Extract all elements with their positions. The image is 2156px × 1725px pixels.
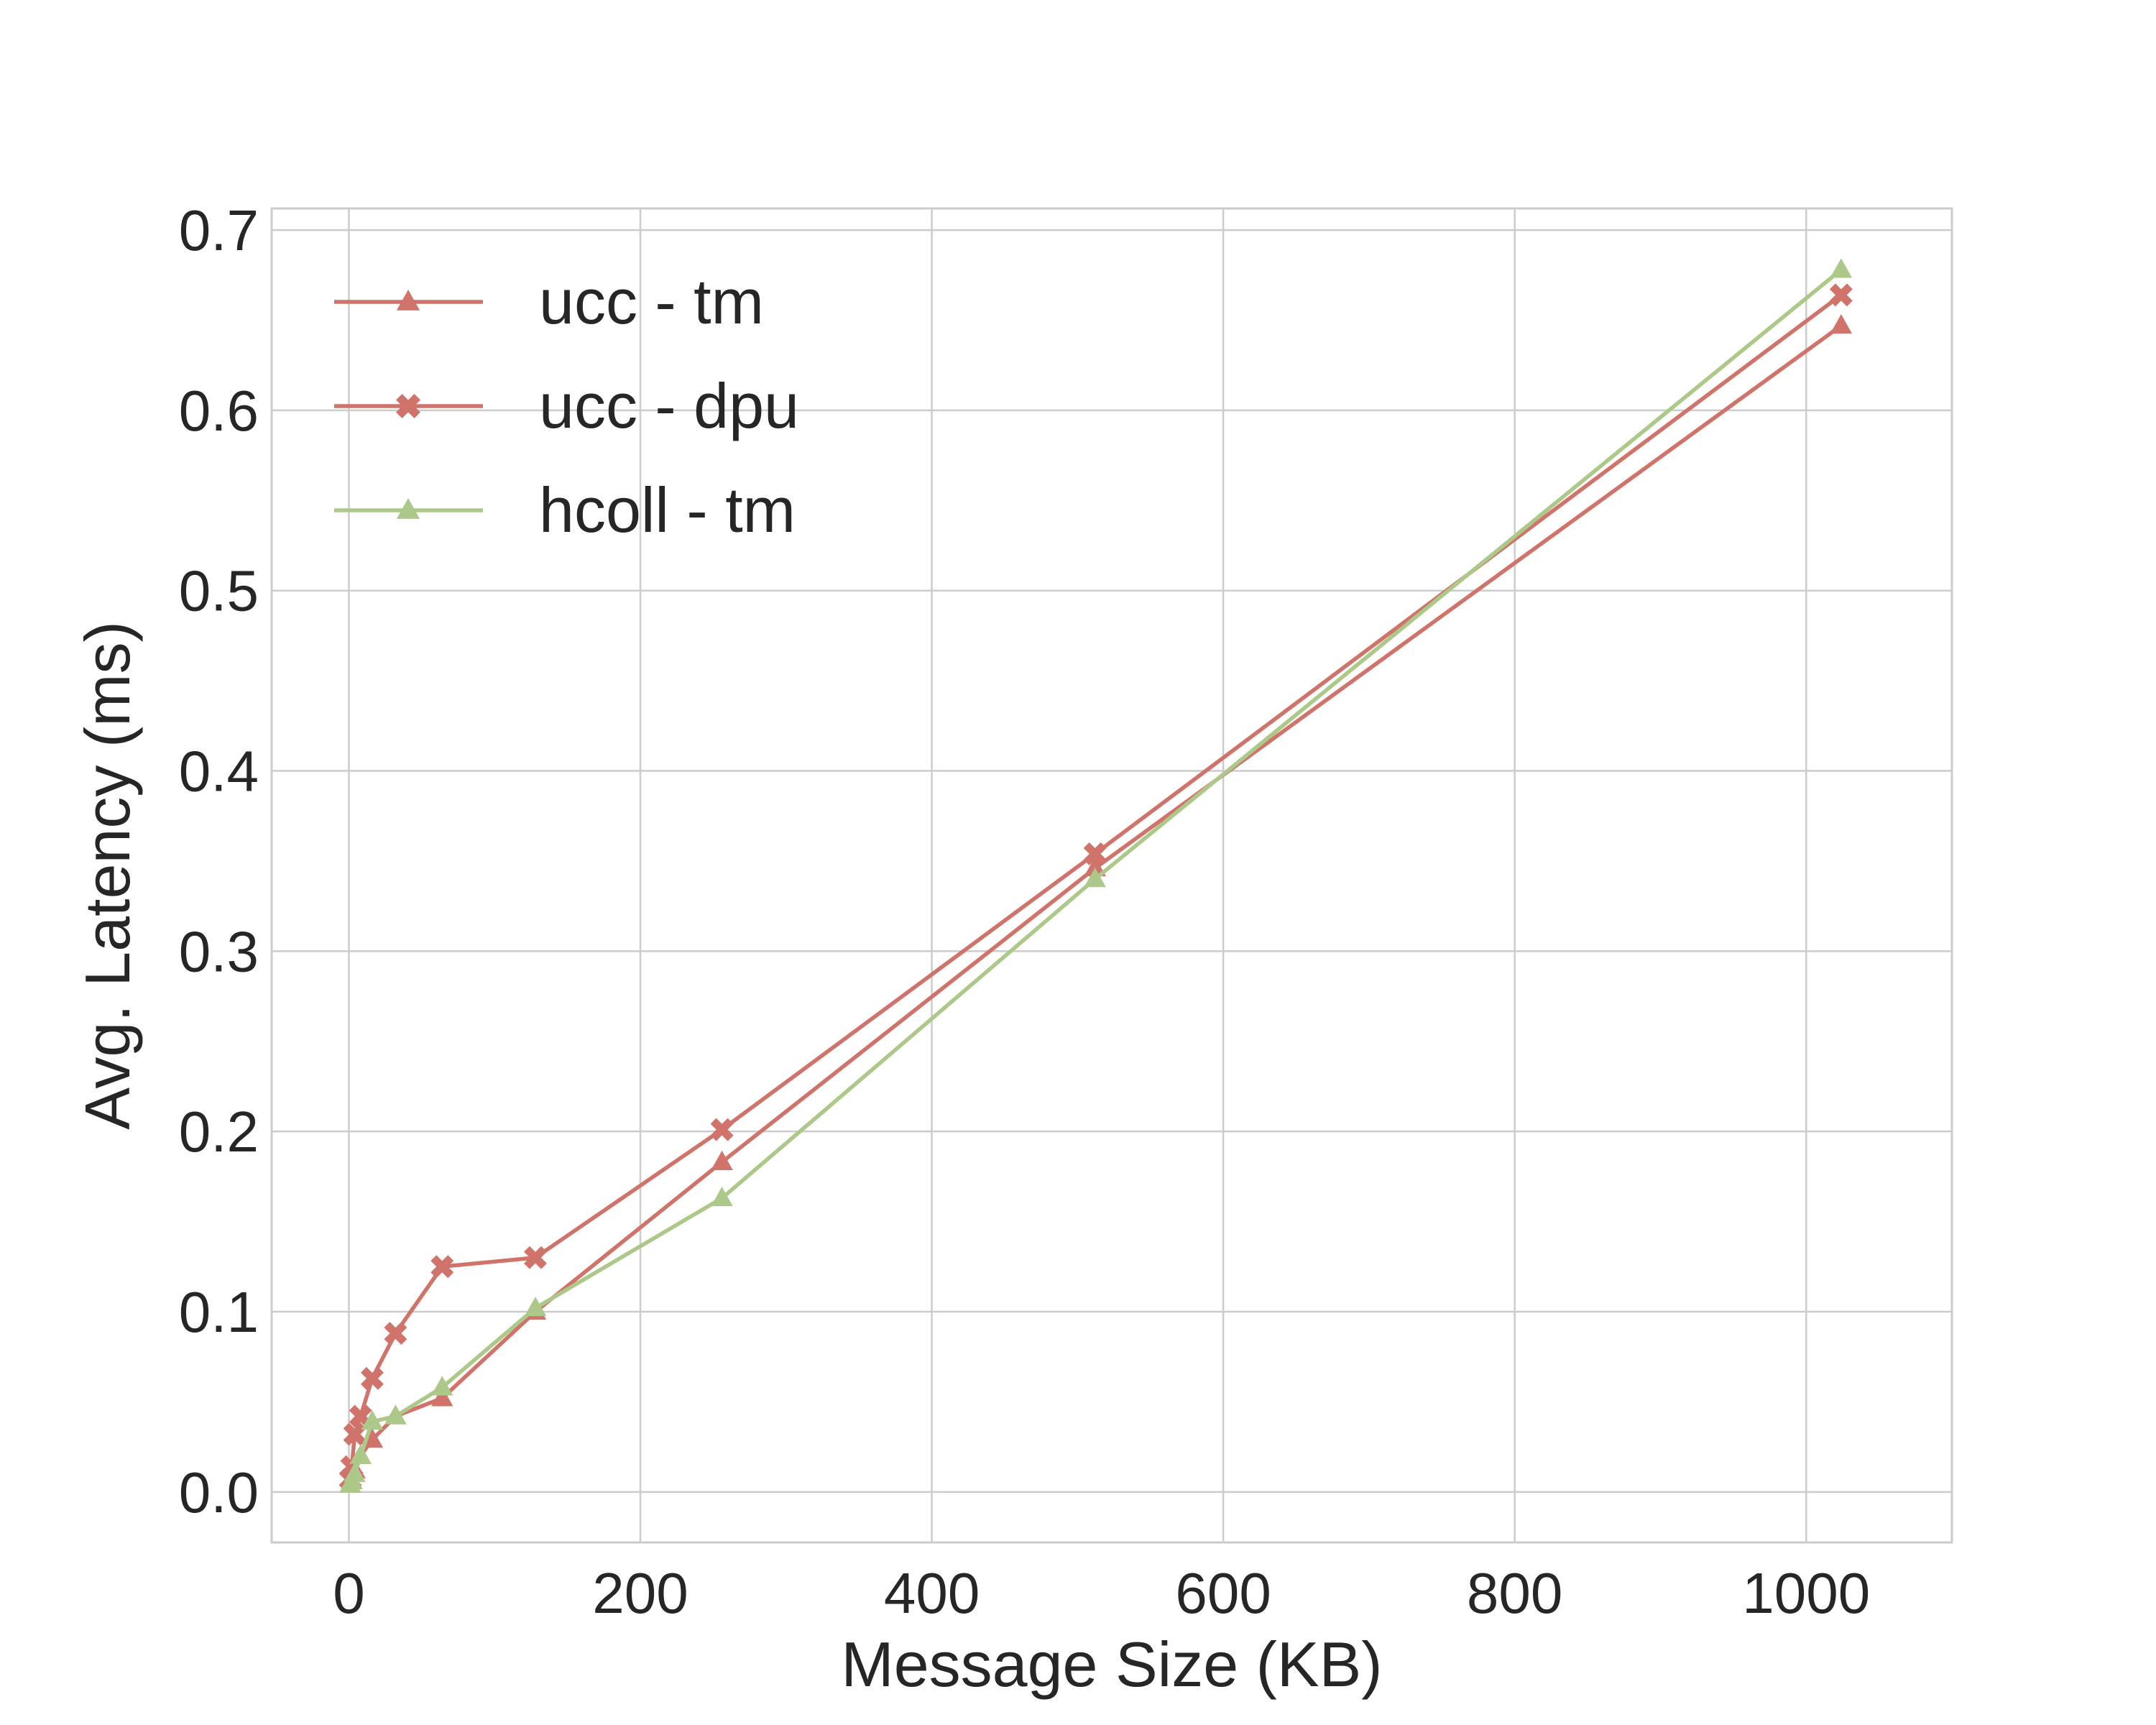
y-tick-labels: 0.0 0.1 0.2 0.3 0.4 0.5 0.6 0.7 xyxy=(179,198,259,1524)
x-marker-stroke xyxy=(349,1404,372,1428)
legend-item: ucc - tm xyxy=(334,266,764,337)
triangle-marker xyxy=(1084,868,1106,888)
x-marker-stroke xyxy=(343,1422,367,1446)
series-hcoll-tm xyxy=(339,258,1853,1493)
y-tick-label: 0.5 xyxy=(179,559,259,623)
x-marker xyxy=(524,1246,547,1269)
triangle-marker xyxy=(1084,856,1106,877)
triangle-marker xyxy=(361,1409,384,1430)
x-tick-label: 0 xyxy=(333,1561,365,1625)
legend: ucc - tm ucc - dpu hcoll - tm xyxy=(334,266,799,546)
x-tick-label: 1000 xyxy=(1742,1561,1870,1625)
x-marker xyxy=(360,1366,384,1390)
x-marker-stroke xyxy=(1083,842,1107,865)
x-tick-label: 400 xyxy=(884,1561,980,1625)
x-marker xyxy=(430,1255,454,1279)
legend-label: hcoll - tm xyxy=(539,474,796,546)
triangle-marker xyxy=(1830,314,1853,334)
triangle-marker xyxy=(1830,258,1853,278)
y-tick-label: 0.1 xyxy=(179,1280,259,1344)
triangle-marker xyxy=(431,1386,453,1407)
triangle-marker xyxy=(396,290,420,310)
series-line xyxy=(348,293,1843,1480)
triangle-marker xyxy=(396,498,420,519)
triangle-marker xyxy=(711,1186,733,1207)
grid-layer xyxy=(272,208,1952,1542)
legend-label: ucc - dpu xyxy=(539,370,799,441)
x-marker-stroke xyxy=(710,1118,734,1141)
plot-frame xyxy=(270,207,1953,1544)
x-marker-stroke xyxy=(360,1366,384,1390)
y-tick-label: 0.0 xyxy=(179,1460,259,1524)
triangle-marker xyxy=(349,1444,372,1464)
x-marker-stroke xyxy=(384,1322,407,1346)
x-tick-label: 200 xyxy=(592,1561,688,1625)
x-marker-stroke xyxy=(396,394,420,418)
x-marker xyxy=(396,394,420,418)
y-tick-label: 0.3 xyxy=(179,919,259,983)
x-marker xyxy=(384,1322,407,1346)
x-marker xyxy=(1083,842,1107,865)
y-tick-label: 0.4 xyxy=(179,740,259,804)
series-layer xyxy=(338,258,1853,1493)
x-tick-label: 800 xyxy=(1467,1561,1562,1625)
legend-label: ucc - tm xyxy=(539,266,764,337)
series-ucc-dpu xyxy=(338,283,1853,1491)
triangle-marker xyxy=(384,1404,407,1425)
x-marker xyxy=(343,1422,367,1446)
legend-item: hcoll - tm xyxy=(334,474,796,546)
x-axis-label: Message Size (KB) xyxy=(841,1629,1382,1700)
triangle-marker xyxy=(431,1376,453,1396)
x-tick-label: 600 xyxy=(1175,1561,1271,1625)
triangle-marker xyxy=(344,1462,366,1482)
legend-item: ucc - dpu xyxy=(334,370,799,441)
x-marker-stroke xyxy=(524,1246,547,1269)
y-axis-label: Avg. Latency (ms) xyxy=(72,621,143,1130)
y-tick-label: 0.6 xyxy=(179,379,259,443)
triangle-marker xyxy=(711,1150,733,1170)
y-tick-label: 0.2 xyxy=(179,1100,259,1164)
x-marker xyxy=(1829,283,1853,307)
triangle-marker xyxy=(524,1296,547,1317)
x-marker xyxy=(710,1118,734,1141)
x-marker-stroke xyxy=(1829,283,1853,307)
y-tick-label: 0.7 xyxy=(179,198,259,262)
x-tick-labels: 0 200 400 600 800 1000 xyxy=(333,1561,1870,1625)
x-marker-stroke xyxy=(430,1255,454,1279)
